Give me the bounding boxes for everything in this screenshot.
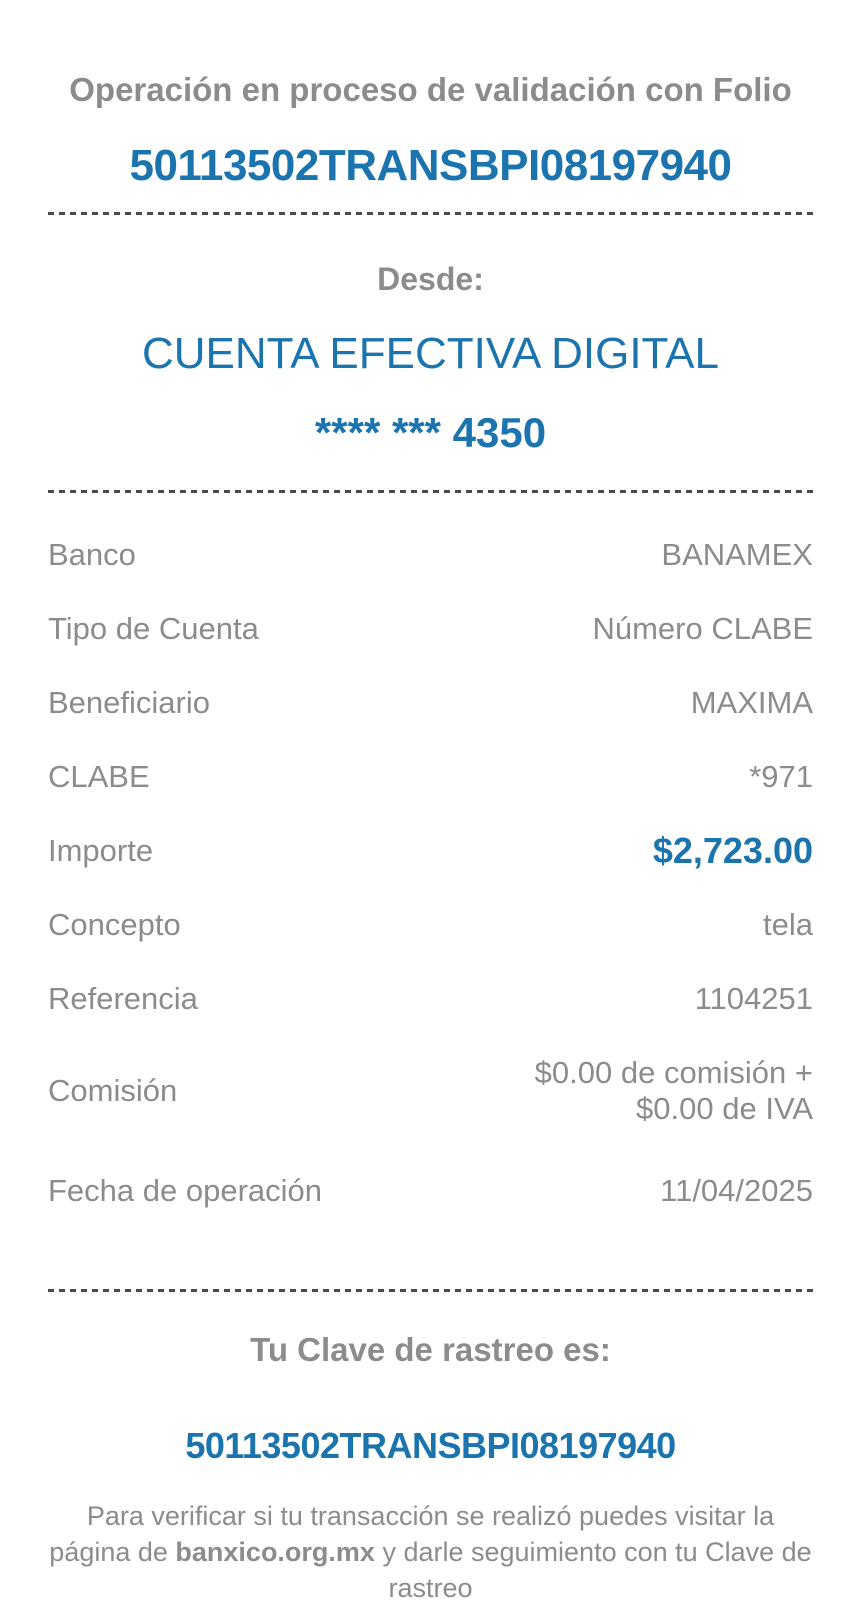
detail-row-comision: Comisión $0.00 de comisión + $0.00 de IV… xyxy=(48,1055,813,1127)
beneficiario-value: MAXIMA xyxy=(690,685,813,720)
detail-row-beneficiario: Beneficiario MAXIMA xyxy=(48,685,813,721)
dashed-divider xyxy=(48,1289,813,1292)
fecha-operacion-value: 11/04/2025 xyxy=(660,1173,813,1208)
importe-value: $2,723.00 xyxy=(652,830,813,871)
from-heading: Desde: xyxy=(377,261,484,297)
folio-number: 50113502TRANSBPI08197940 xyxy=(129,141,732,190)
detail-row-importe: Importe $2,723.00 xyxy=(48,833,813,869)
banxico-site-name: banxico.org.mx xyxy=(175,1537,375,1567)
status-title: Operación en proceso de validación con F… xyxy=(69,71,792,108)
dashed-divider xyxy=(48,490,813,493)
source-account-mask: **** *** 4350 xyxy=(314,409,547,456)
detail-row-concepto: Concepto tela xyxy=(48,907,813,943)
comision-value: $0.00 de comisión + $0.00 de IVA xyxy=(534,1055,813,1126)
verification-note-text-after: y darle seguimiento con tu Clave de rast… xyxy=(374,1537,812,1603)
referencia-value: 1104251 xyxy=(694,981,813,1016)
importe-label: Importe xyxy=(48,833,154,868)
tracking-key-heading: Tu Clave de rastreo es: xyxy=(250,1331,611,1368)
detail-row-banco: Banco BANAMEX xyxy=(48,537,813,573)
clabe-label: CLABE xyxy=(48,759,150,794)
concepto-value: tela xyxy=(763,907,813,942)
comision-label: Comisión xyxy=(48,1073,178,1108)
detail-row-fecha-operacion: Fecha de operación 11/04/2025 xyxy=(48,1173,813,1209)
concepto-label: Concepto xyxy=(48,907,181,942)
fecha-operacion-label: Fecha de operación xyxy=(48,1173,323,1208)
detail-row-tipo-cuenta: Tipo de Cuenta Número CLABE xyxy=(48,611,813,647)
referencia-label: Referencia xyxy=(48,981,198,1016)
banco-label: Banco xyxy=(48,537,136,572)
verification-note-text-before: Para verificar si tu transacción se real… xyxy=(49,1501,775,1567)
verification-note: Para verificar si tu transacción se real… xyxy=(48,1498,813,1606)
banco-value: BANAMEX xyxy=(661,537,813,572)
tipo-cuenta-value: Número CLABE xyxy=(592,611,813,646)
source-account-name: CUENTA EFECTIVA DIGITAL xyxy=(142,329,719,378)
tipo-cuenta-label: Tipo de Cuenta xyxy=(48,611,259,646)
tracking-key-number: 50113502TRANSBPI08197940 xyxy=(185,1425,676,1466)
dashed-divider xyxy=(48,212,813,215)
beneficiario-label: Beneficiario xyxy=(48,685,210,720)
clabe-value: *971 xyxy=(749,759,813,794)
detail-row-referencia: Referencia 1104251 xyxy=(48,981,813,1017)
detail-row-clabe: CLABE *971 xyxy=(48,759,813,795)
